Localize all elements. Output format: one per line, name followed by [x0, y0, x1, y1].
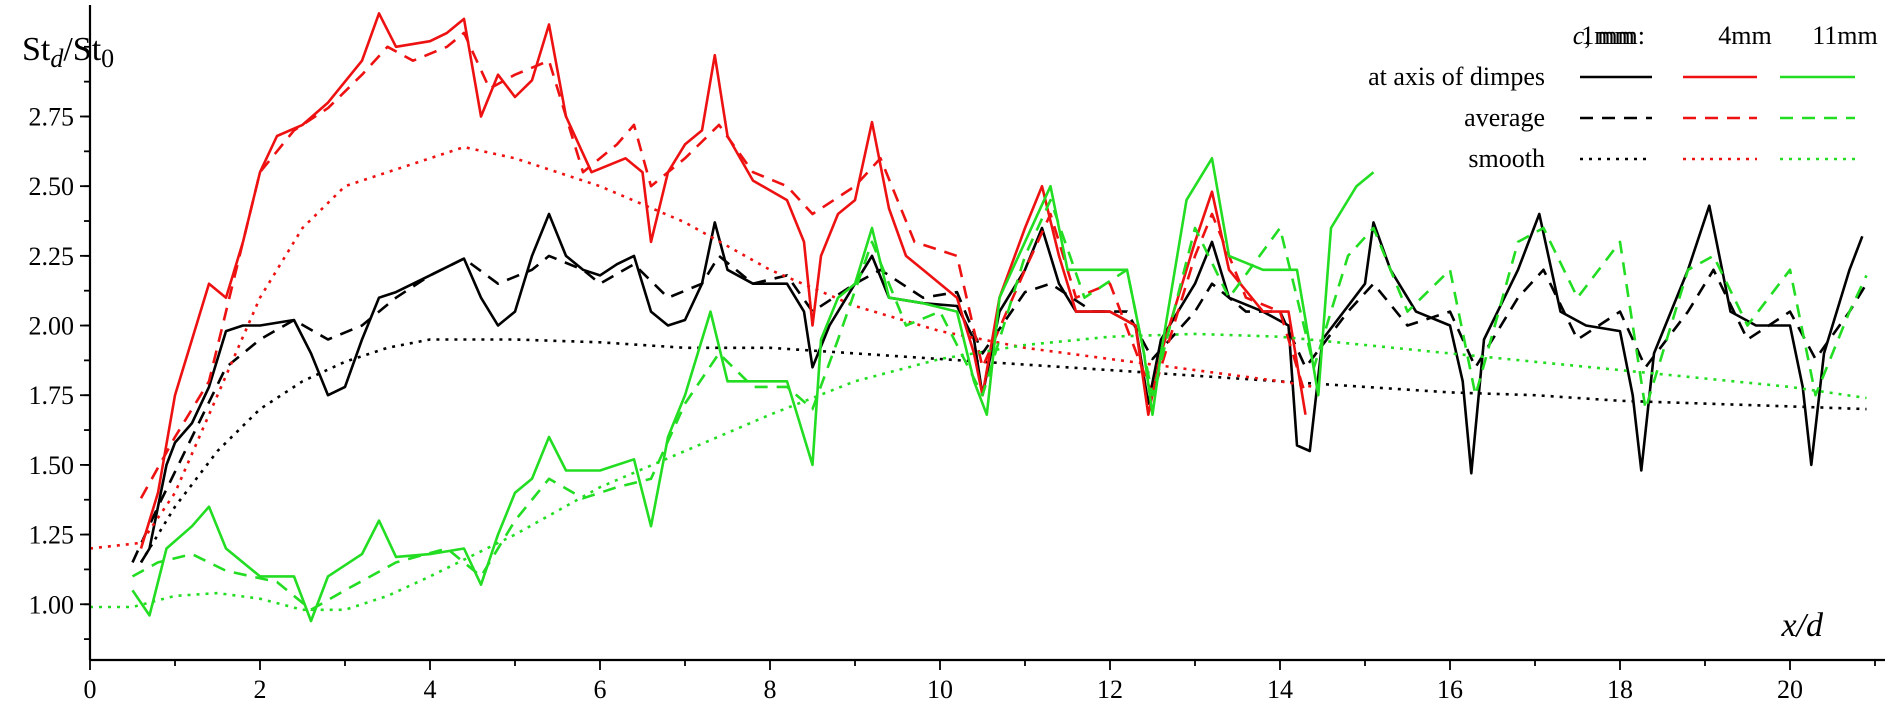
legend: c, mm: 1mm 4mm 11mm at axis of dimpes av…: [1368, 21, 1878, 173]
y-tick-label: 2.50: [29, 172, 75, 201]
legend-col-1mm: 1mm: [1581, 21, 1634, 50]
series-1mm-smooth: [139, 338, 1867, 564]
x-tick-label: 18: [1607, 675, 1633, 704]
legend-param: c, mm:: [1573, 21, 1645, 50]
y-label-sub2: 0: [101, 44, 114, 73]
series-1mm-axis: [139, 204, 1864, 564]
y-tick-label: 1.75: [29, 381, 75, 410]
legend-col-11mm: 11mm: [1812, 21, 1877, 50]
y-label-mid: /St: [63, 31, 101, 68]
x-axis-label: x/d: [1780, 607, 1824, 644]
y-tick-label: 1.00: [29, 590, 75, 619]
x-label-rest: /d: [1795, 607, 1824, 644]
y-tick-label: 1.25: [29, 521, 75, 550]
x-tick-label: 14: [1267, 675, 1293, 704]
x-tick-label: 2: [254, 675, 267, 704]
legend-swatches: [1580, 75, 1855, 161]
y-tick-label: 1.50: [29, 451, 75, 480]
legend-param-rest: , mm:: [1584, 21, 1645, 50]
y-tick-label: 2.75: [29, 102, 75, 131]
x-tick-label: 0: [84, 675, 97, 704]
x-label-main: x: [1780, 607, 1796, 644]
x-tick-label: 6: [594, 675, 607, 704]
x-tick-label: 20: [1777, 675, 1803, 704]
series-layer: [90, 12, 1868, 623]
series-4mm-average: [139, 31, 1307, 499]
series-4mm-axis: [139, 12, 1307, 549]
legend-col-4mm: 4mm: [1718, 21, 1771, 50]
series-4mm-smooth: [90, 145, 1315, 550]
x-tick-label: 10: [927, 675, 953, 704]
x-tick-label: 12: [1097, 675, 1123, 704]
ticks-layer: 0 2 4 6 8 10 12 14 16 18 20 1.00 1.25 1.50 1.75 2.00 2.2…: [29, 45, 1876, 704]
x-tick-label: 8: [764, 675, 777, 704]
y-label-main: St: [22, 31, 51, 68]
legend-row-axis: at axis of dimpes: [1368, 62, 1545, 91]
series-11mm-average: [131, 198, 1868, 612]
x-tick-label: 4: [424, 675, 437, 704]
y-tick-label: 2.00: [29, 312, 75, 341]
y-axis-label: Std/St0: [22, 31, 114, 73]
legend-param-symbol: c: [1573, 21, 1585, 50]
y-label-sub1: d: [50, 44, 64, 73]
y-tick-label: 2.25: [29, 242, 75, 271]
series-11mm-axis: [131, 157, 1375, 623]
legend-row-average: average: [1464, 103, 1545, 132]
x-tick-label: 16: [1437, 675, 1463, 704]
series-1mm-average: [131, 254, 1868, 563]
legend-row-smooth: smooth: [1468, 144, 1545, 173]
